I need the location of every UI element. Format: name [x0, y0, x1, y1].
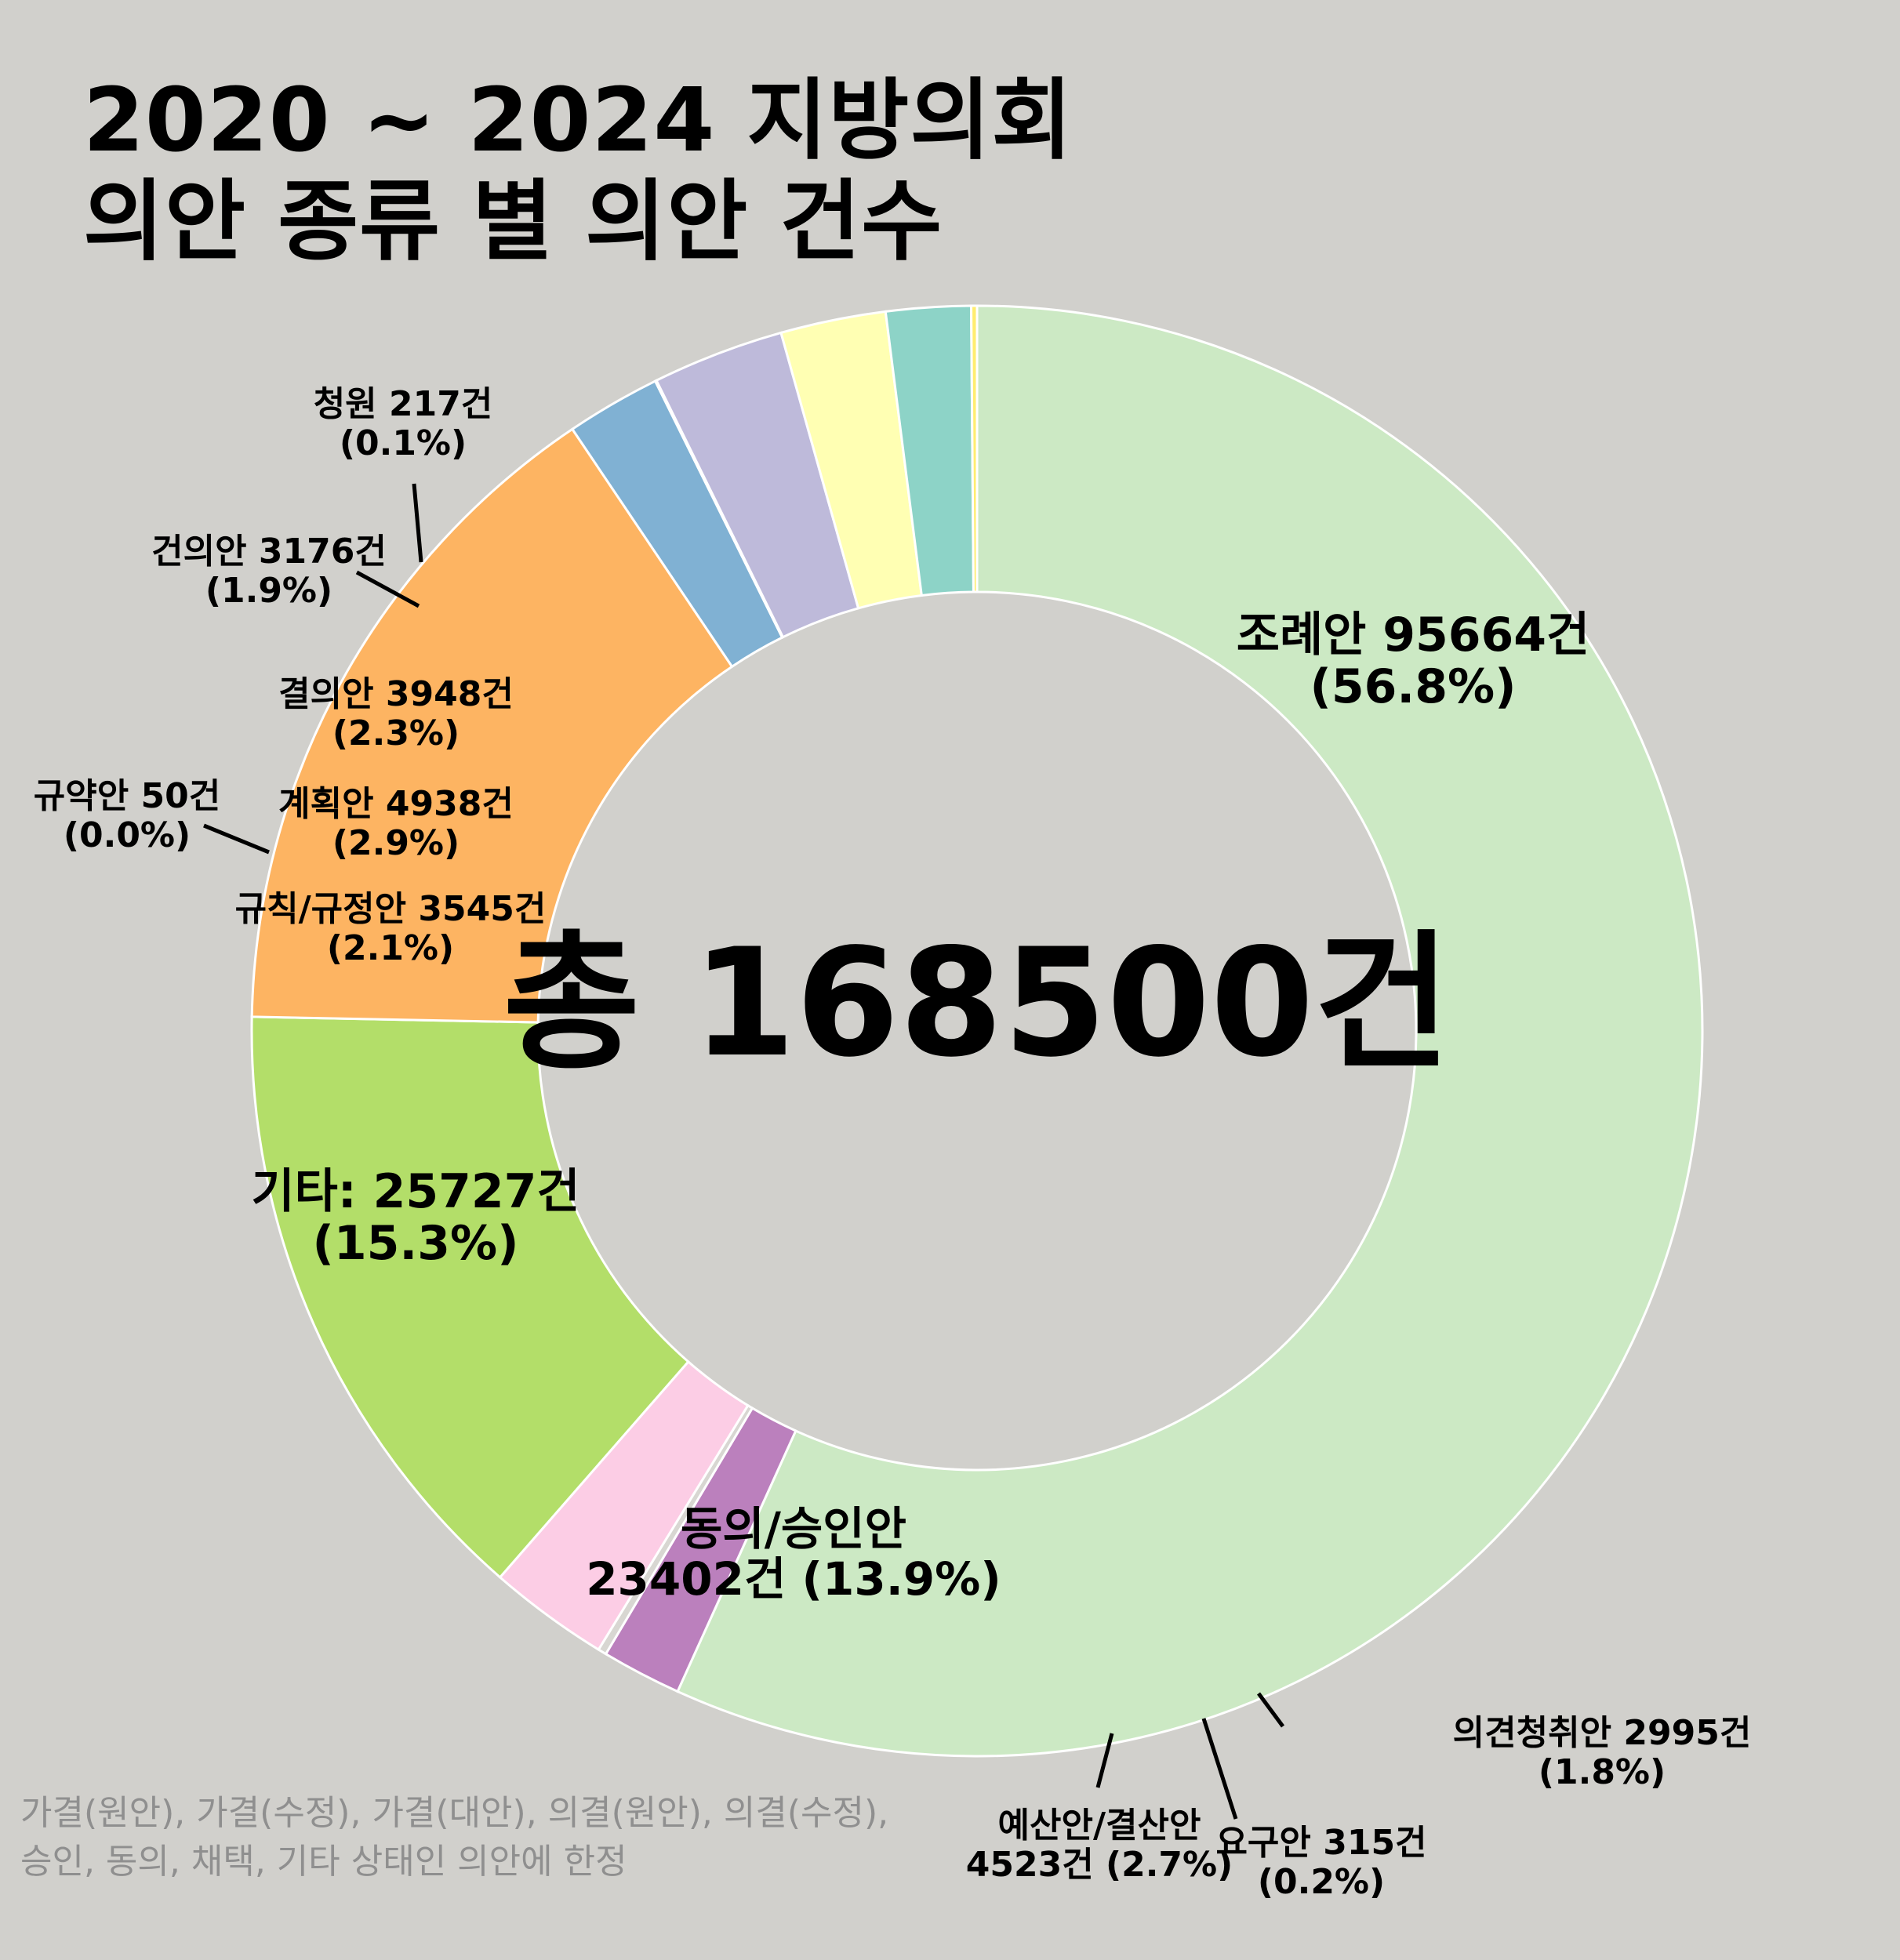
slice-기타 — [250, 427, 734, 1024]
slice-label-동의/승인안-1: 동의/승인안 — [681, 1502, 906, 1555]
slice-조례안 — [676, 304, 1704, 1758]
slice-label-요구안-1: 요구안 315건 — [1215, 1823, 1426, 1863]
slice-label-건의안-2: (1.9%) — [205, 571, 332, 611]
slice-청원 — [970, 304, 979, 593]
slice-label-계획안-2: (2.9%) — [332, 823, 460, 863]
slice-label-동의/승인안-2: 23402건 (13.9%) — [586, 1552, 1001, 1606]
footnote-line2: 승인, 동의, 채택, 기타 상태인 의안에 한정 — [20, 1842, 627, 1882]
slice-label-기타-2: (15.3%) — [313, 1216, 519, 1271]
leader-line-의견청취안 — [1256, 1692, 1285, 1728]
slice-label-규칙/규정안-1: 규칙/규정안 3545건 — [235, 889, 547, 929]
slice-label-조례안-2: (56.8%) — [1310, 659, 1517, 714]
slice-동의/승인안 — [250, 1015, 690, 1579]
slice-label-기타-1: 기타: 25727건 — [251, 1164, 579, 1219]
slice-label-결의안-2: (2.3%) — [332, 713, 460, 753]
slice-label-의견청취안-1: 의견청취안 2995건 — [1453, 1713, 1752, 1753]
chart-title-line2: 의안 종류 별 의안 건수 — [83, 170, 943, 273]
slice-label-청원-2: (0.1%) — [340, 423, 467, 463]
slice-label-요구안-2: (0.2%) — [1258, 1862, 1385, 1902]
center-total-label: 총 168500건 — [503, 916, 1451, 1090]
leader-line-건의안 — [355, 570, 420, 608]
donut-slices — [250, 304, 1704, 1758]
leader-line-규약안 — [203, 823, 270, 855]
slice-label-규약안-2: (0.0%) — [64, 815, 191, 855]
slice-label-예산안/결산안-1: 예산안/결산안 — [998, 1806, 1201, 1846]
slice-labels: 조례안 95664건(56.8%) 의견청취안 2995건(1.8%) 요구안 31… — [34, 384, 1752, 1902]
chart-title: 2020 ~ 2024 지방의회 의안 종류 별 의안 건수 — [83, 71, 1073, 273]
slice-label-의견청취안-2: (1.8%) — [1539, 1752, 1666, 1792]
slice-label-계획안-1: 계획안 4938건 — [278, 784, 514, 824]
leader-lines — [203, 483, 1285, 1820]
slice-label-결의안-1: 결의안 3948건 — [278, 674, 514, 714]
slice-label-규약안-1: 규약안 50건 — [34, 776, 220, 816]
footnote-line1: 가결(원안), 가결(수정), 가결(대안), 의결(원안), 의결(수정), — [20, 1793, 889, 1833]
chart-title-line1: 2020 ~ 2024 지방의회 — [83, 70, 1074, 172]
leader-line-청원 — [412, 483, 423, 563]
slice-label-예산안/결산안-2: 4523건 (2.7%) — [966, 1845, 1233, 1885]
slice-label-청원-1: 청원 217건 — [314, 384, 493, 424]
slice-label-조례안-1: 조례안 95664건 — [1237, 608, 1589, 662]
slice-label-건의안-1: 건의안 3176건 — [151, 532, 387, 572]
slice-label-규칙/규정안-2: (2.1%) — [327, 928, 454, 968]
leader-line-예산안/결산안 — [1095, 1733, 1114, 1788]
leader-line-요구안 — [1201, 1718, 1238, 1820]
footnote: 가결(원안), 가결(수정), 가결(대안), 의결(원안), 의결(수정), … — [20, 1789, 888, 1887]
